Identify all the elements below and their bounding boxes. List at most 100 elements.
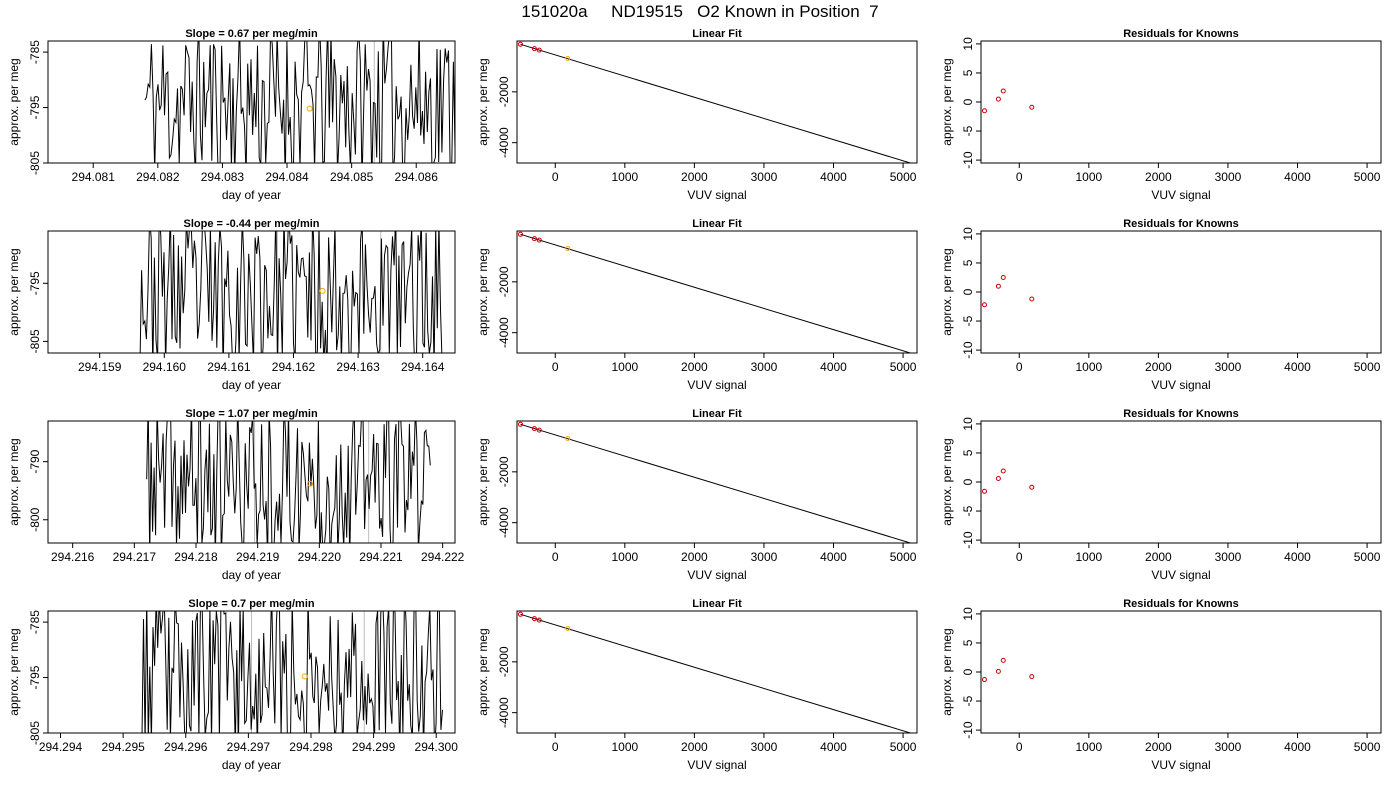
- data-point: [1029, 674, 1035, 680]
- x-tick-label: 3000: [1215, 740, 1242, 754]
- x-tick-label: 0: [1016, 550, 1023, 564]
- y-tick-label: 0: [961, 668, 975, 675]
- data-point: [981, 488, 987, 494]
- y-tick-label: -10: [961, 151, 975, 169]
- x-tick-label: 0: [552, 740, 559, 754]
- x-tick-label: 4000: [1284, 360, 1311, 374]
- y-axis-label: approx. per meg: [476, 628, 490, 715]
- data-point: [565, 246, 571, 252]
- x-tick-label: 0: [552, 550, 559, 564]
- signal-trace: [139, 231, 443, 353]
- y-axis-label: approx. per meg: [7, 248, 21, 335]
- x-tick-label: 3000: [751, 360, 778, 374]
- x-axis-label: day of year: [222, 568, 281, 582]
- data-point: [531, 46, 537, 52]
- x-tick-label: 4000: [820, 740, 847, 754]
- data-point: [517, 611, 523, 617]
- data-point: [531, 426, 537, 432]
- panel-2-3: Residuals for Knowns 0 1000 2000 3000 4000 500…: [940, 218, 1382, 392]
- panel-1-1: Slope = 0.67 per meg/min 294.081 294.082 29…: [7, 28, 456, 202]
- y-tick-label: -800: [28, 507, 42, 531]
- x-tick-label: 5000: [890, 550, 917, 564]
- fit-line: [520, 423, 913, 543]
- x-tick-label: 294.162: [272, 360, 316, 374]
- y-tick-label: -5: [961, 695, 975, 706]
- x-tick-label: 294.219: [236, 550, 280, 564]
- x-tick-label: 0: [1016, 360, 1023, 374]
- data-point: [531, 616, 537, 622]
- data-point: [995, 476, 1001, 482]
- data-point: [536, 237, 542, 243]
- plot-frame: [516, 230, 918, 354]
- x-tick-label: 4000: [820, 360, 847, 374]
- x-tick-label: 1000: [1075, 550, 1102, 564]
- data-point: [565, 56, 571, 62]
- plot-area: [517, 611, 913, 733]
- data-point: [981, 302, 987, 308]
- x-tick-label: 294.294: [39, 740, 83, 754]
- x-tick-label: 4000: [1284, 550, 1311, 564]
- y-tick-label: -5: [961, 505, 975, 516]
- y-tick-label: 5: [961, 259, 975, 266]
- panel-title: Linear Fit: [692, 598, 742, 610]
- y-tick-label: -4000: [497, 127, 511, 158]
- y-tick-label: -805: [28, 721, 42, 745]
- y-tick-label: -2000: [497, 456, 511, 487]
- panel-title: Residuals for Knowns: [1123, 218, 1239, 230]
- data-point: [995, 96, 1001, 102]
- x-tick-label: 3000: [751, 550, 778, 564]
- y-axis-label: approx. per meg: [940, 438, 954, 525]
- x-tick-label: 4000: [1284, 170, 1311, 184]
- plot-frame: [980, 610, 1382, 734]
- y-tick-label: -785: [28, 40, 42, 64]
- x-tick-label: 5000: [890, 740, 917, 754]
- data-point: [995, 283, 1001, 289]
- x-tick-label: 5000: [890, 170, 917, 184]
- y-tick-label: -2000: [497, 646, 511, 677]
- panel-3-2: Linear Fit 0 1000 2000 3000 4000 5000 -2000 -400…: [476, 408, 918, 582]
- y-tick-label: -805: [28, 329, 42, 353]
- data-point: [536, 47, 542, 53]
- plot-frame: [516, 420, 918, 544]
- y-axis-label: approx. per meg: [7, 628, 21, 715]
- data-point: [536, 617, 542, 623]
- panel-title: Slope = 0.7 per meg/min: [188, 598, 315, 610]
- y-tick-label: -5: [961, 315, 975, 326]
- panel-4-1: Slope = 0.7 per meg/min 294.294 294.295 294…: [7, 598, 458, 772]
- x-tick-label: 2000: [681, 550, 708, 564]
- y-axis-label: approx. per meg: [476, 58, 490, 145]
- y-tick-label: 0: [961, 288, 975, 295]
- fit-line: [520, 43, 913, 163]
- panel-title: Linear Fit: [692, 408, 742, 420]
- x-tick-label: 294.217: [113, 550, 157, 564]
- x-tick-label: 5000: [1354, 550, 1381, 564]
- figure-title: 151020a ND19515 O2 Known in Position 7: [521, 2, 879, 21]
- x-tick-label: 1000: [611, 360, 638, 374]
- x-tick-label: 0: [552, 360, 559, 374]
- y-tick-label: 10: [961, 37, 975, 51]
- x-tick-label: 294.160: [143, 360, 187, 374]
- plot-area: [981, 468, 1035, 494]
- x-tick-label: 1000: [1075, 740, 1102, 754]
- x-tick-label: 294.081: [72, 170, 116, 184]
- y-axis-label: approx. per meg: [940, 248, 954, 335]
- x-axis-label: VUV signal: [687, 378, 746, 392]
- x-tick-label: 294.298: [289, 740, 333, 754]
- x-tick-label: 294.083: [201, 170, 245, 184]
- plot-area: [146, 421, 431, 543]
- y-axis-label: approx. per meg: [7, 58, 21, 145]
- signal-trace: [144, 41, 455, 163]
- x-tick-label: 2000: [1145, 360, 1172, 374]
- panel-title: Slope = 0.67 per meg/min: [185, 28, 318, 40]
- x-tick-label: 3000: [751, 170, 778, 184]
- y-tick-label: -4000: [497, 507, 511, 538]
- x-axis-label: VUV signal: [1151, 758, 1210, 772]
- y-tick-label: -5: [961, 125, 975, 136]
- data-point: [565, 626, 571, 632]
- x-tick-label: 294.086: [395, 170, 439, 184]
- fit-line: [520, 613, 913, 733]
- panel-title: Linear Fit: [692, 28, 742, 40]
- x-tick-label: 3000: [1215, 550, 1242, 564]
- x-tick-label: 294.295: [101, 740, 145, 754]
